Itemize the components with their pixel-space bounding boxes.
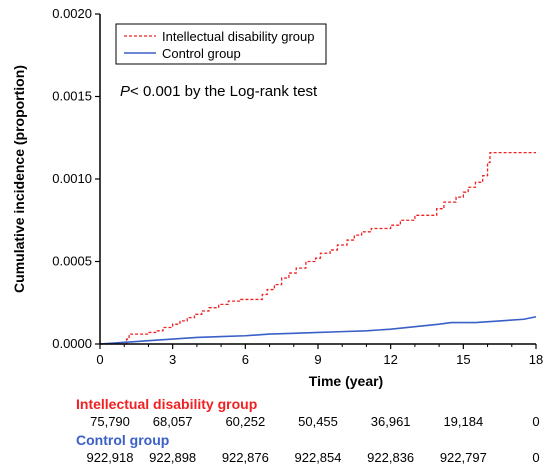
y-tick-label: 0.0020 [52,6,92,21]
cumulative-incidence-chart: 0 3 6 9 12 15 18 0.0000 0.0005 0.0010 0.0015 0.002… [11,6,543,389]
x-tick-label: 12 [383,352,397,367]
risk-count: 922,918 [86,450,134,465]
risk-count: 922,854 [294,450,342,465]
risk-count: 922,836 [367,450,415,465]
risk-group-label: Control group [76,432,170,448]
legend: Intellectual disability group Control gr… [115,23,327,65]
x-axis-ticks: 0 3 6 9 12 15 18 [96,344,543,367]
risk-count: 0 [532,450,540,465]
x-tick-label: 15 [456,352,470,367]
risk-count: 922,797 [439,450,487,465]
risk-count: 50,455 [298,414,338,429]
x-tick-label: 18 [529,352,543,367]
risk-count: 922,876 [221,450,269,465]
legend-label-control: Control group [162,46,241,61]
risk-count: 68,057 [152,414,193,429]
x-axis-title: Time (year) [309,373,383,389]
y-axis-ticks: 0.0000 0.0005 0.0010 0.0015 0.0020 [52,6,100,351]
risk-count: 0 [532,414,540,429]
risk-count: 60,252 [225,414,266,429]
risk-group-label: Intellectual disability group [76,396,258,412]
x-tick-label: 9 [314,352,321,367]
risk-count: 19,184 [443,414,484,429]
y-tick-label: 0.0005 [52,254,92,269]
annotation-text: < 0.001 by the Log-rank test [130,83,318,100]
x-tick-label: 3 [169,352,176,367]
legend-label-intellectual-disability: Intellectual disability group [162,29,314,44]
series-line-control [99,315,537,345]
x-tick-label: 6 [242,352,249,367]
log-rank-annotation: P< 0.001 by the Log-rank test [120,83,318,100]
plot-area [99,151,537,345]
y-tick-label: 0.0010 [52,171,92,186]
x-tick-label: 0 [96,352,103,367]
annotation-p: P [120,83,130,100]
risk-count: 922,898 [149,450,197,465]
y-tick-label: 0.0000 [52,336,92,351]
y-tick-label: 0.0015 [52,89,92,104]
series-line-intellectual-disability [100,151,536,345]
risk-count: 75,790 [90,414,130,429]
risk-count: 36,961 [370,414,411,429]
y-axis-title: Cumulative incidence (proportion) [11,65,27,293]
legend-box [115,23,327,65]
